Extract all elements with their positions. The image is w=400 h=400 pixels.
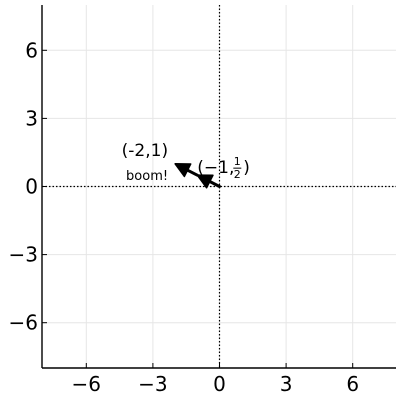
annotation-math-prefix: (−1, (197, 158, 234, 178)
annotations: (-2,1) boom! (−1, 12) (122, 141, 250, 184)
x-tick-label: −3 (138, 372, 167, 396)
annotation-math-label: (−1, 12) (197, 155, 250, 181)
y-tick-label: −3 (9, 243, 38, 267)
arrow-shaft (186, 168, 199, 177)
y-tick-label: −6 (9, 311, 38, 335)
y-tick-label: 3 (25, 106, 38, 130)
annotation-math-denominator: 2 (234, 168, 241, 181)
arrow-head (196, 174, 214, 189)
arrow-shaft (208, 180, 221, 188)
annotation-boom: boom! (126, 169, 168, 184)
arrow-head (174, 163, 192, 178)
y-tick-label: 6 (25, 38, 38, 62)
x-tick-label: −6 (72, 372, 101, 396)
x-tick-label: 3 (280, 372, 293, 396)
axis-ticks: −6 −3 0 3 6 −6 −3 0 3 6 (9, 38, 360, 396)
x-tick-label: 0 (213, 372, 226, 396)
annotation-math-suffix: ) (243, 158, 250, 178)
arrows (174, 163, 221, 189)
x-tick-label: 6 (346, 372, 359, 396)
annotation-math-numerator: 1 (234, 155, 241, 168)
y-tick-label: 0 (25, 175, 38, 199)
reference-lines (42, 5, 396, 368)
annotation-point-label: (-2,1) (122, 141, 168, 161)
